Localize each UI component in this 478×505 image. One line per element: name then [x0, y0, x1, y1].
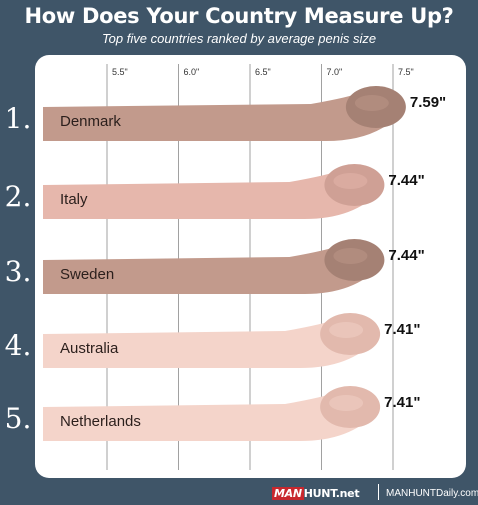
country-label: Italy	[60, 191, 88, 208]
bar-tip	[345, 86, 406, 128]
bar-tip	[324, 164, 385, 206]
bar	[43, 91, 401, 141]
bar	[43, 391, 376, 441]
value-label: 7.44"	[388, 172, 424, 189]
tick-label: 7.0"	[327, 67, 343, 77]
bar	[43, 169, 380, 219]
value-label: 7.41"	[384, 394, 420, 411]
rank-label: 2.	[5, 180, 32, 213]
bar-tip	[320, 386, 381, 428]
bar-tip-highlight	[333, 173, 368, 189]
tick-label: 6.0"	[184, 67, 200, 77]
country-label: Australia	[60, 340, 119, 357]
tick-label: 6.5"	[255, 67, 271, 77]
rank-label: 1.	[5, 102, 32, 135]
bar-tip	[324, 239, 385, 281]
manhunt-logo: MAN HUNT.net	[272, 487, 360, 500]
bar	[43, 244, 380, 294]
country-label: Netherlands	[60, 413, 141, 430]
bar-tip-highlight	[329, 395, 364, 411]
bar	[43, 318, 376, 368]
footer-divider	[378, 484, 379, 500]
logo-rest: HUNT.net	[303, 487, 360, 500]
value-label: 7.41"	[384, 321, 420, 338]
country-label: Sweden	[60, 266, 114, 283]
bar-tip	[320, 313, 381, 355]
logo-man: MAN	[272, 487, 304, 500]
tick-label: 7.5"	[398, 67, 414, 77]
footer-site-link[interactable]: MANHUNTDaily.com	[386, 488, 478, 499]
tick-label: 5.5"	[112, 67, 128, 77]
country-label: Denmark	[60, 113, 121, 130]
chart-title: How Does Your Country Measure Up?	[24, 4, 454, 28]
chart-subtitle: Top five countries ranked by average pen…	[101, 31, 377, 46]
rank-label: 3.	[5, 255, 32, 288]
rank-label: 4.	[5, 329, 32, 362]
bar-tip-highlight	[329, 322, 364, 338]
bar-tip-highlight	[333, 248, 368, 264]
value-label: 7.44"	[388, 247, 424, 264]
value-label: 7.59"	[410, 94, 446, 111]
bar-tip-highlight	[354, 95, 389, 111]
rank-label: 5.	[5, 402, 32, 435]
